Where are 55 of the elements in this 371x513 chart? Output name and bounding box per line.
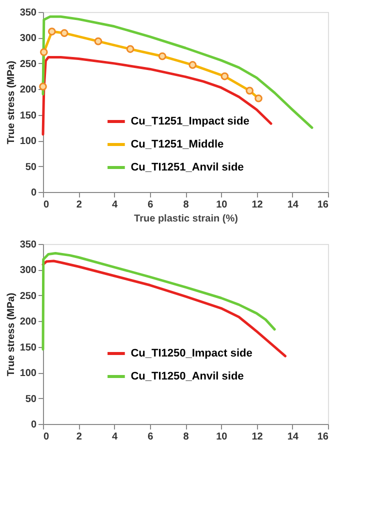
point <box>126 45 134 53</box>
point <box>246 86 254 95</box>
y-tick-label: 150 <box>20 342 37 354</box>
x-tick-label: 8 <box>183 432 190 442</box>
y-tick-label: 200 <box>20 316 37 328</box>
y-tick-label: 250 <box>20 290 37 302</box>
point <box>39 82 47 90</box>
y-tick-label: 200 <box>20 84 37 96</box>
y-tick-label: 350 <box>20 8 37 18</box>
x-tick-label: 14 <box>287 432 299 442</box>
point <box>188 61 197 69</box>
y-tick-label: 100 <box>20 136 37 148</box>
x-tick-label: 8 <box>183 200 190 210</box>
x-tick-label: 6 <box>148 200 154 210</box>
x-tick-label: 0 <box>44 432 50 442</box>
x-axis-title: True plastic strain (%) <box>134 214 238 224</box>
y-axis-title: True stress (MPa) <box>6 60 17 144</box>
point <box>40 48 48 56</box>
x-tick-label: 10 <box>216 200 228 210</box>
line-series <box>42 15 314 129</box>
y-tick-label: 250 <box>20 58 37 70</box>
x-tick-label: 16 <box>317 432 329 442</box>
legend-label: Cu_T1251_Impact side <box>130 116 250 128</box>
point <box>158 52 166 60</box>
y-tick-label: 150 <box>20 110 37 122</box>
x-tick-label: 12 <box>252 432 264 442</box>
point <box>254 94 262 102</box>
x-tick-label: 4 <box>112 200 118 210</box>
x-tick-label: 6 <box>148 432 154 442</box>
y-tick-label: 300 <box>20 265 37 276</box>
y-axis-title: True stress (MPa) <box>6 292 17 376</box>
x-tick-label: 2 <box>76 432 82 442</box>
y-tick-label: 0 <box>30 188 37 198</box>
legend-label: Cu_T1251_Middle <box>130 138 224 150</box>
point <box>60 29 68 37</box>
x-tick-label: 2 <box>76 200 82 210</box>
y-tick-label: 50 <box>25 394 37 405</box>
y-tick-label: 350 <box>20 240 37 250</box>
legend-label: Cu_TI1250_Impact side <box>130 348 252 360</box>
x-tick-label: 4 <box>112 432 118 442</box>
y-tick-label: 50 <box>25 162 37 173</box>
x-tick-label: 12 <box>252 200 264 210</box>
line-series <box>42 260 286 358</box>
point <box>48 28 56 36</box>
point <box>94 37 102 46</box>
legend-label: Cu_TI1251_Anvil side <box>130 162 244 174</box>
point <box>220 72 229 80</box>
x-tick-label: 10 <box>216 432 228 442</box>
x-tick-label: 14 <box>287 200 299 210</box>
x-tick-label: 16 <box>317 200 329 210</box>
legend-label: Cu_TI1250_Anvil side <box>130 370 244 382</box>
y-tick-label: 100 <box>20 368 37 380</box>
y-tick-label: 0 <box>30 420 37 430</box>
y-tick-label: 300 <box>20 33 37 44</box>
x-tick-label: 0 <box>44 200 50 210</box>
